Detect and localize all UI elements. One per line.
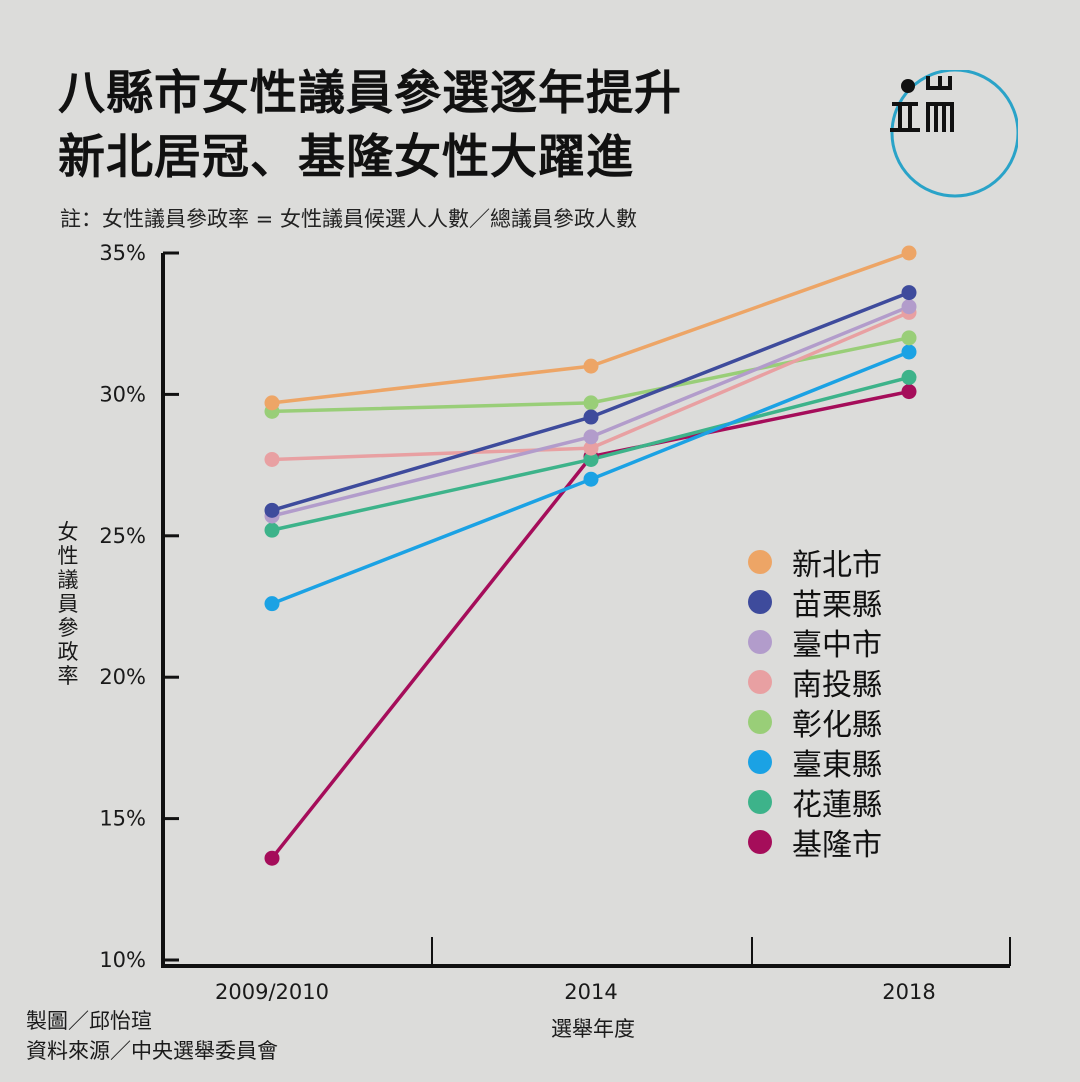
x-axis-label: 選舉年度	[551, 1017, 635, 1041]
legend-item: 苗栗縣	[748, 582, 882, 623]
data-point	[901, 344, 917, 360]
y-tick-label: 35%	[99, 241, 146, 265]
chart-title: 八縣市女性議員參選逐年提升 新北居冠、基隆女性大躍進	[58, 62, 682, 190]
y-axis-label: 女性議員參政率	[57, 520, 79, 688]
legend-label: 新北市	[792, 548, 882, 583]
legend-swatch	[748, 750, 772, 774]
data-point	[583, 395, 599, 411]
brand-logo-icon	[890, 70, 1018, 198]
data-point	[264, 502, 280, 518]
y-tick-label: 25%	[99, 524, 146, 548]
legend-label: 彰化縣	[792, 708, 882, 743]
legend-swatch	[748, 830, 772, 854]
y-tick-label: 30%	[99, 382, 146, 406]
chart-subtitle: 註：女性議員參政率 = 女性議員候選人人數／總議員參政人數	[60, 207, 637, 231]
legend-label: 臺中市	[792, 628, 882, 663]
legend-swatch	[748, 710, 772, 734]
legend-swatch	[748, 630, 772, 654]
data-point	[264, 596, 280, 612]
legend-item: 基隆市	[748, 822, 882, 863]
chart-title-line-1: 八縣市女性議員參選逐年提升	[58, 66, 682, 121]
data-point	[583, 471, 599, 487]
x-tick-label: 2018	[882, 980, 935, 1004]
data-point	[901, 369, 917, 385]
y-tick-label: 20%	[99, 665, 146, 689]
data-point	[264, 850, 280, 866]
legend-swatch	[748, 670, 772, 694]
data-point	[901, 299, 917, 315]
series-line	[271, 251, 910, 405]
data-point	[583, 451, 599, 467]
data-point	[583, 409, 599, 425]
data-point	[901, 384, 917, 400]
legend-label: 苗栗縣	[792, 588, 882, 623]
data-point	[264, 451, 280, 467]
y-tick-label: 10%	[99, 948, 146, 972]
data-point	[901, 245, 917, 261]
legend-swatch	[748, 590, 772, 614]
x-tick-label: 2009/2010	[215, 980, 329, 1004]
legend-swatch	[748, 790, 772, 814]
data-point	[583, 358, 599, 374]
y-tick-label: 15%	[99, 807, 146, 831]
legend-item: 臺中市	[748, 622, 882, 663]
x-tick-label: 2014	[564, 980, 617, 1004]
data-point	[901, 330, 917, 346]
legend-swatch	[748, 550, 772, 574]
credit-source: 資料來源／中央選舉委員會	[26, 1039, 278, 1063]
legend-item: 新北市	[748, 542, 882, 583]
legend-item: 花蓮縣	[748, 782, 882, 823]
legend-label: 臺東縣	[792, 748, 882, 783]
legend-label: 花蓮縣	[792, 788, 882, 823]
legend-label: 南投縣	[792, 668, 882, 703]
legend-label: 基隆市	[792, 828, 882, 863]
legend-item: 彰化縣	[748, 702, 882, 743]
data-point	[264, 395, 280, 411]
legend-item: 南投縣	[748, 662, 882, 703]
legend-item: 臺東縣	[748, 742, 882, 783]
data-point	[583, 429, 599, 445]
data-point	[264, 522, 280, 538]
chart-legend: 新北市苗栗縣臺中市南投縣彰化縣臺東縣花蓮縣基隆市	[748, 542, 882, 863]
data-point	[583, 440, 599, 456]
credit-designer: 製圖／邱怡瑄	[26, 1009, 152, 1033]
chart-title-line-2: 新北居冠、基隆女性大躍進	[58, 130, 634, 185]
data-point	[901, 285, 917, 301]
